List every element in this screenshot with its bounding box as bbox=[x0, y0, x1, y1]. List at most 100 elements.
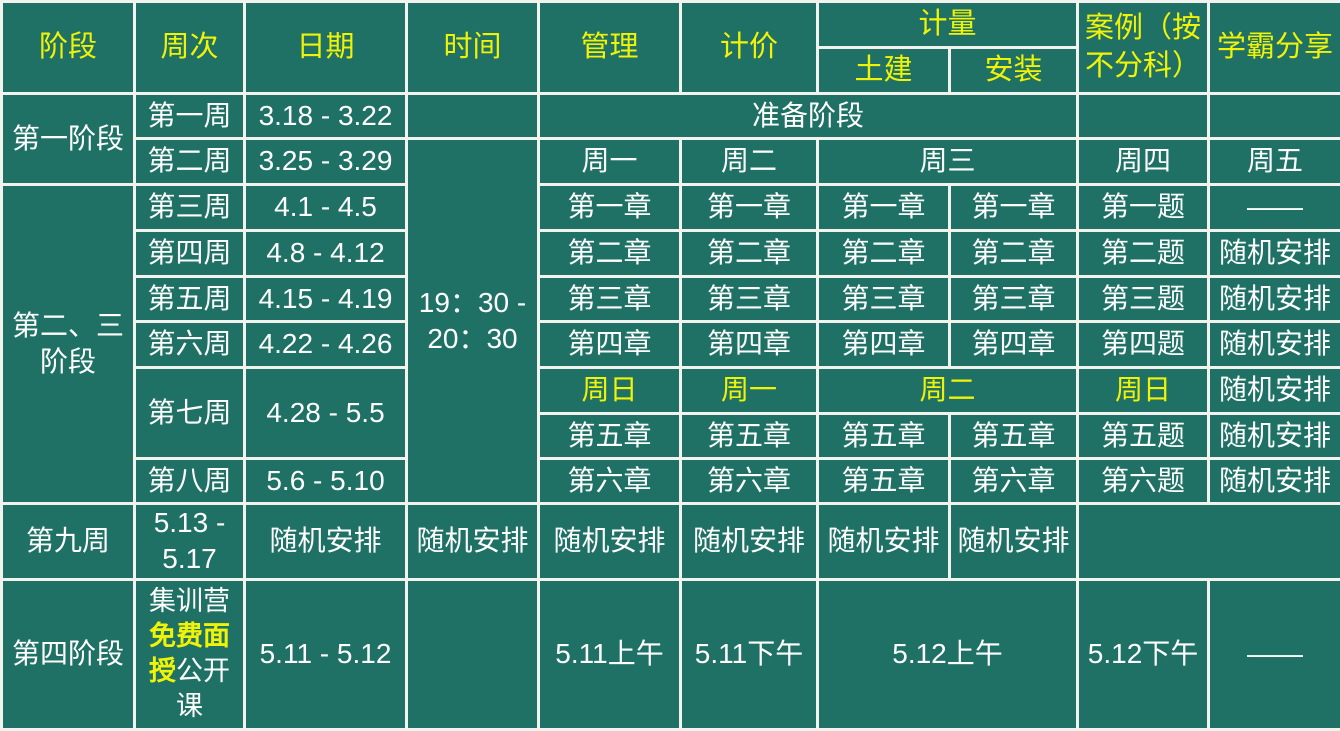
week7-pricing-cell: 第五章 bbox=[681, 414, 818, 459]
week3-date-cell: 4.1 - 4.5 bbox=[245, 185, 407, 231]
week7-date-cell: 4.28 - 5.5 bbox=[245, 368, 407, 459]
stage4-camp-cell: 集训营免费面授公开课 bbox=[135, 579, 245, 729]
week5-civil-cell: 第三章 bbox=[818, 277, 950, 322]
table-row-week1: 第一阶段 第一周 3.18 - 3.22 准备阶段 bbox=[2, 94, 1340, 139]
week5-cell: 第五周 bbox=[135, 277, 245, 322]
table-row-week7-days: 第七周 4.28 - 5.5 周日 周一 周二 周日 随机安排 bbox=[2, 368, 1340, 414]
week5-date-cell: 4.15 - 4.19 bbox=[245, 277, 407, 322]
week5-install-cell: 第三章 bbox=[950, 277, 1078, 322]
stage2-3-cell: 第二、三阶段 bbox=[2, 185, 135, 504]
stage4-pricing-cell: 5.11下午 bbox=[681, 579, 818, 729]
week6-install-cell: 第四章 bbox=[950, 322, 1078, 368]
table-row-week5: 第五周 4.15 - 4.19 第三章 第三章 第三章 第三章 第三题 随机安排 bbox=[2, 277, 1340, 322]
week8-pricing-cell: 第六章 bbox=[681, 459, 818, 504]
table-row-week8: 第八周 5.6 - 5.10 第六章 第六章 第五章 第六章 第六题 随机安排 bbox=[2, 459, 1340, 504]
week8-date-cell: 5.6 - 5.10 bbox=[245, 459, 407, 504]
stage4-case-cell: 5.12下午 bbox=[1078, 579, 1209, 729]
week4-date-cell: 4.8 - 4.12 bbox=[245, 231, 407, 277]
table-row-week6: 第六周 4.22 - 4.26 第四章 第四章 第四章 第四章 第四题 随机安排 bbox=[2, 322, 1340, 368]
week3-install-cell: 第一章 bbox=[950, 185, 1078, 231]
week9-case-cell: 随机安排 bbox=[818, 504, 950, 580]
week7-case-day-cell: 周日 bbox=[1078, 368, 1209, 414]
table-row-week9: 第九周 5.13 - 5.17 随机安排 随机安排 随机安排 随机安排 随机安排… bbox=[2, 504, 1340, 580]
week8-management-cell: 第六章 bbox=[539, 459, 681, 504]
week2-pricing-cell: 周二 bbox=[681, 139, 818, 185]
week1-cell: 第一周 bbox=[135, 94, 245, 139]
week7-civil-cell: 第五章 bbox=[818, 414, 950, 459]
camp-text-pre: 集训营 bbox=[149, 586, 230, 616]
week6-management-cell: 第四章 bbox=[539, 322, 681, 368]
week7-install-cell: 第五章 bbox=[950, 414, 1078, 459]
table-row-week4: 第四周 4.8 - 4.12 第二章 第二章 第二章 第二章 第二题 随机安排 bbox=[2, 231, 1340, 277]
week1-time-cell bbox=[407, 94, 539, 139]
col-header-date: 日期 bbox=[245, 2, 407, 94]
week4-case-cell: 第二题 bbox=[1078, 231, 1209, 277]
stage4-time-cell bbox=[407, 579, 539, 729]
col-header-week: 周次 bbox=[135, 2, 245, 94]
week4-install-cell: 第二章 bbox=[950, 231, 1078, 277]
week7-share-cell-1: 随机安排 bbox=[1209, 368, 1340, 414]
table-row-stage4: 第四阶段 集训营免费面授公开课 5.11 - 5.12 5.11上午 5.11下… bbox=[2, 579, 1340, 729]
week1-case-cell bbox=[1078, 94, 1209, 139]
table-row-week2: 第二周 3.25 - 3.29 19：30 - 20：30 周一 周二 周三 周… bbox=[2, 139, 1340, 185]
week1-prep-cell: 准备阶段 bbox=[539, 94, 1078, 139]
week6-civil-cell: 第四章 bbox=[818, 322, 950, 368]
week4-management-cell: 第二章 bbox=[539, 231, 681, 277]
week6-date-cell: 4.22 - 4.26 bbox=[245, 322, 407, 368]
col-header-pricing: 计价 bbox=[681, 2, 818, 94]
camp-text-post: 公开课 bbox=[176, 656, 230, 721]
stage4-date-cell: 5.11 - 5.12 bbox=[245, 579, 407, 729]
week3-share-cell: —— bbox=[1209, 185, 1340, 231]
week8-case-cell: 第六题 bbox=[1078, 459, 1209, 504]
week2-cell: 第二周 bbox=[135, 139, 245, 185]
week9-pricing-cell: 随机安排 bbox=[407, 504, 539, 580]
week2-case-cell: 周四 bbox=[1078, 139, 1209, 185]
week8-share-cell: 随机安排 bbox=[1209, 459, 1340, 504]
col-header-install: 安装 bbox=[950, 48, 1078, 94]
week8-install-cell: 第六章 bbox=[950, 459, 1078, 504]
week9-date-cell: 5.13 - 5.17 bbox=[135, 504, 245, 580]
week9-cell: 第九周 bbox=[2, 504, 135, 580]
week7-management-cell: 第五章 bbox=[539, 414, 681, 459]
week9-install-cell: 随机安排 bbox=[681, 504, 818, 580]
col-header-management: 管理 bbox=[539, 2, 681, 94]
stage4-share-cell: —— bbox=[1209, 579, 1340, 729]
week7-case-cell: 第五题 bbox=[1078, 414, 1209, 459]
week2-measurement-cell: 周三 bbox=[818, 139, 1078, 185]
week7-measurement-day-cell: 周二 bbox=[818, 368, 1078, 414]
week6-share-cell: 随机安排 bbox=[1209, 322, 1340, 368]
week3-pricing-cell: 第一章 bbox=[681, 185, 818, 231]
week6-case-cell: 第四题 bbox=[1078, 322, 1209, 368]
week8-cell: 第八周 bbox=[135, 459, 245, 504]
col-header-time: 时间 bbox=[407, 2, 539, 94]
week4-share-cell: 随机安排 bbox=[1209, 231, 1340, 277]
week1-date-cell: 3.18 - 3.22 bbox=[245, 94, 407, 139]
col-header-share: 学霸分享 bbox=[1209, 2, 1340, 94]
stage4-management-cell: 5.11上午 bbox=[539, 579, 681, 729]
col-header-stage: 阶段 bbox=[2, 2, 135, 94]
week3-management-cell: 第一章 bbox=[539, 185, 681, 231]
header-row-1: 阶段 周次 日期 时间 管理 计价 计量 案例（按不分科） 学霸分享 bbox=[2, 2, 1340, 48]
week2-date-cell: 3.25 - 3.29 bbox=[245, 139, 407, 185]
week5-share-cell: 随机安排 bbox=[1209, 277, 1340, 322]
week4-pricing-cell: 第二章 bbox=[681, 231, 818, 277]
col-header-civil: 土建 bbox=[818, 48, 950, 94]
col-header-measurement: 计量 bbox=[818, 2, 1078, 48]
week5-management-cell: 第三章 bbox=[539, 277, 681, 322]
week8-civil-cell: 第五章 bbox=[818, 459, 950, 504]
week4-civil-cell: 第二章 bbox=[818, 231, 950, 277]
week3-case-cell: 第一题 bbox=[1078, 185, 1209, 231]
week4-cell: 第四周 bbox=[135, 231, 245, 277]
week5-case-cell: 第三题 bbox=[1078, 277, 1209, 322]
week3-civil-cell: 第一章 bbox=[818, 185, 950, 231]
week9-share-cell: 随机安排 bbox=[950, 504, 1078, 580]
week6-pricing-cell: 第四章 bbox=[681, 322, 818, 368]
week2-management-cell: 周一 bbox=[539, 139, 681, 185]
stage1-cell: 第一阶段 bbox=[2, 94, 135, 185]
week1-share-cell bbox=[1209, 94, 1340, 139]
week9-civil-cell: 随机安排 bbox=[539, 504, 681, 580]
week5-pricing-cell: 第三章 bbox=[681, 277, 818, 322]
week7-management-day-cell: 周日 bbox=[539, 368, 681, 414]
col-header-case: 案例（按不分科） bbox=[1078, 2, 1209, 94]
